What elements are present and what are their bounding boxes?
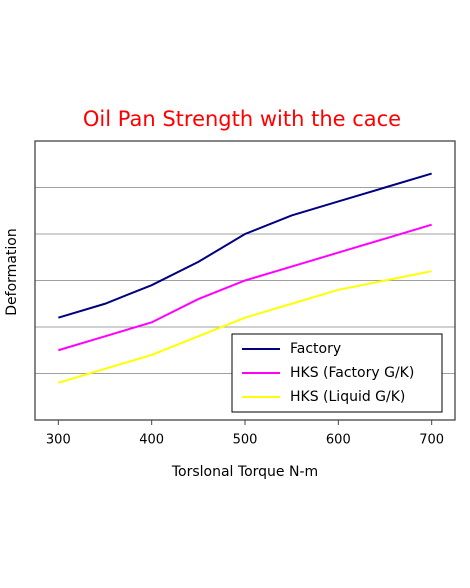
x-tick-label: 700 <box>419 433 444 448</box>
legend-label: HKS (Factory G/K) <box>290 365 414 381</box>
x-tick-label: 500 <box>233 433 258 448</box>
x-tick-label: 600 <box>326 433 351 448</box>
series-line <box>58 172 432 319</box>
x-tick-label: 300 <box>46 433 71 448</box>
x-tick-label: 400 <box>139 433 164 448</box>
y-axis-label: Deformation <box>4 228 20 315</box>
chart-title: Oil Pan Strength with the cace <box>83 107 401 131</box>
series-line <box>58 270 432 384</box>
series-line <box>58 223 432 352</box>
legend-label: HKS (Liquid G/K) <box>290 389 405 405</box>
legend-label: Factory <box>290 341 341 357</box>
x-axis-label: Torslonal Torque N-m <box>171 464 318 480</box>
